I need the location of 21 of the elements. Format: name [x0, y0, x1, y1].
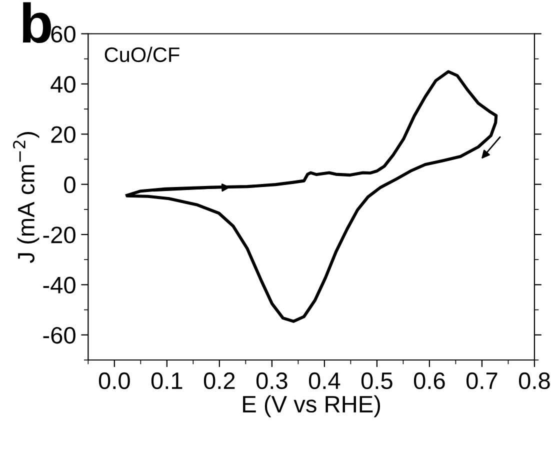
y-tick-label: 40: [50, 76, 76, 93]
x-tick-label: 0.5: [361, 372, 392, 390]
y-tick-label: -60: [43, 326, 76, 344]
x-axis-title: E (V vs RHE): [243, 395, 380, 418]
y-tick-label: 20: [51, 126, 76, 143]
annotation: CuO/CF: [104, 46, 180, 62]
x-tick-label: 0.3: [256, 372, 288, 390]
y-tick-label: -40: [43, 276, 76, 294]
x-tick-label: 0.0: [98, 372, 130, 390]
y-tick-label: 60: [51, 26, 76, 43]
x-tick-label: 0.4: [308, 372, 340, 390]
x-tick-label: 0.2: [204, 372, 235, 390]
x-tick-label: 0.8: [518, 372, 550, 390]
y-axis-title: J (mA cm$^{−2}$): [13, 132, 40, 263]
x-tick-label: 0.6: [414, 372, 445, 390]
x-tick-label: 0.1: [151, 372, 182, 390]
text: b: [22, 2, 51, 44]
y-tick-label: 0: [64, 176, 76, 194]
y-tick-label: -20: [43, 226, 76, 244]
x-tick-label: 0.7: [466, 372, 498, 390]
line-series: [125, 70, 498, 323]
